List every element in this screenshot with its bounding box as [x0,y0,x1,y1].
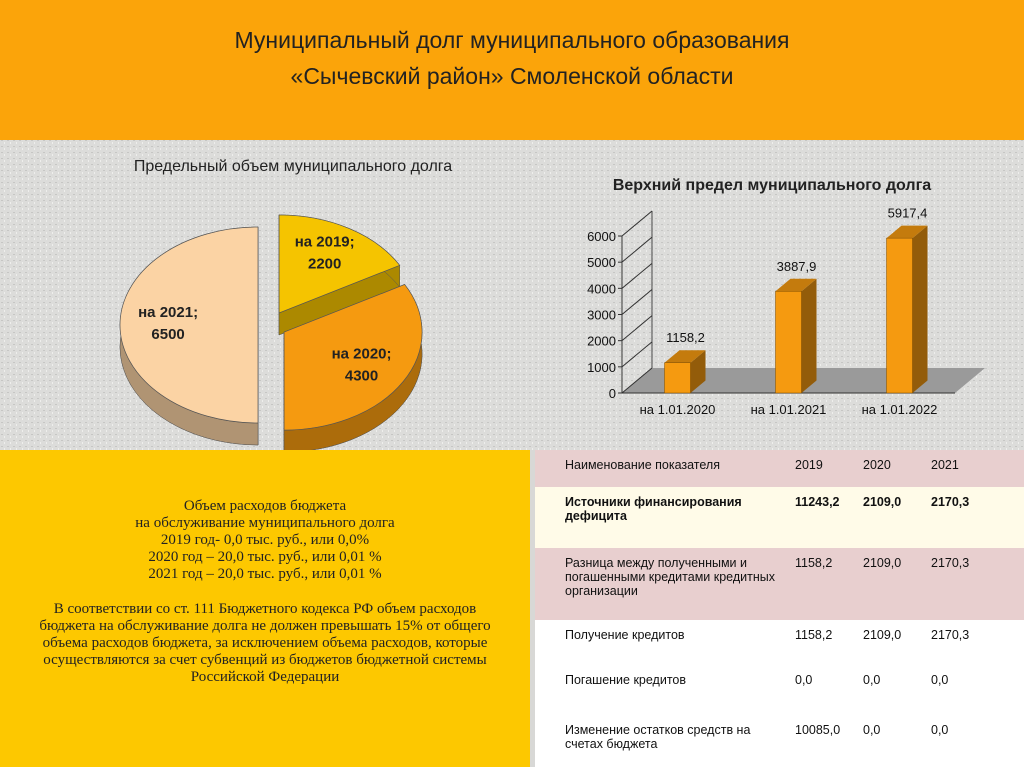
slice-value: 4300 [345,368,378,385]
table-cell: 1158,2 [795,628,833,642]
table-cell: 2020 [863,458,891,472]
table-cell: Источники финансирования дефицита [565,495,742,523]
x-tick-label: на 1.01.2020 [640,402,716,417]
bar [886,237,913,394]
slice-category: на 2019; [295,233,355,250]
slice-value: 6500 [151,326,184,343]
table-cell: 10085,0 [795,723,841,737]
y-tick-diag [621,367,653,394]
bar-side [912,225,928,393]
text-line: 2020 год – 20,0 тыс. руб., или 0,01 % [148,549,382,565]
table-cell: Наименование показателя [565,458,720,472]
bar-title: Верхний предел муниципального долга [613,177,931,194]
table: Наименование показателя 2019 2020 2021 Источ… [535,450,1024,767]
y-tick-label: 1000 [587,360,616,375]
slice-value: 2200 [308,255,341,272]
value-label: 5917,4 [888,206,928,221]
value-label: 3887,9 [777,259,817,274]
table-cell: Получение кредитов [565,628,685,642]
y-tick-diag [621,341,653,368]
bar-top [664,350,706,363]
value-label: 1158,2 [666,330,705,345]
title-line: Муниципальный долг муниципального образо… [234,27,790,53]
slice [119,226,259,424]
table-cell: 2019 [795,458,823,472]
table-row: Разница между полученными и погашенными … [535,548,1024,620]
y-tick-label: 0 [609,386,616,401]
table-cell: 2170,3 [931,628,970,642]
x-tick-label: на 1.01.2021 [751,402,827,417]
table-cell: 2109,0 [863,556,902,570]
slice [278,214,401,314]
text-line: на обслуживание муниципального долга [135,515,395,531]
table-cell: 2109,0 [863,495,902,509]
y-tick-diag [621,210,653,237]
table-cell: 0,0 [795,673,813,687]
budget-text: Объем расходов бюджета на обслуживание м… [0,450,530,767]
table-cell: 2170,3 [931,556,970,570]
header: Муниципальный долг муниципального образо… [0,0,1024,140]
y-tick-label: 6000 [587,229,616,244]
text-line: 2019 год- 0,0 тыс. руб., или 0,0% [160,532,370,548]
bar-side [690,350,706,393]
bar-top [775,278,817,292]
table-cell: 2021 [931,458,959,472]
y-tick-label: 2000 [587,334,616,349]
table-cell: 11243,2 [795,495,840,509]
table-row: Источники финансирования дефицита 11243,2… [535,487,1024,548]
y-tick-diag [621,315,653,342]
charts: Предельный объем муниципального долга Ве… [0,140,1024,450]
bar-top [886,225,928,239]
table-cell: Разница между полученными и погашенными … [565,556,775,598]
y-tick-label: 5000 [587,255,616,270]
table-cell: 2170,3 [931,495,970,509]
table-cell: 0,0 [931,673,949,687]
y-tick-label: 4000 [587,281,616,296]
table-cell: 0,0 [863,723,881,737]
x-tick-label: на 1.01.2022 [862,402,938,417]
table-row: Наименование показателя 2019 2020 2021 [535,450,1024,487]
text-line: Объем расходов бюджета [183,498,347,514]
y-tick-diag [621,236,653,263]
table-cell: 0,0 [931,723,949,737]
slice-category: на 2021; [138,304,198,321]
table-row: Погашение кредитов 0,0 0,0 0,0 [535,665,1024,715]
slice [283,284,423,431]
bar [664,362,691,394]
bar-side [801,278,817,393]
table-cell: 1158,2 [795,556,833,570]
bar [775,291,802,394]
y-tick-label: 3000 [587,308,616,323]
slice-category: на 2020; [332,346,392,363]
title-line: «Сычевский район» Смоленской области [290,63,734,89]
table-cell: Погашение кредитов [565,673,687,687]
table-cell: 0,0 [863,673,881,687]
y-tick-diag [621,262,653,289]
paragraph: В соответствии со ст. 111 Бюджетного код… [39,601,491,685]
table-cell: Изменение остатков средств на счетах бюд… [565,723,751,751]
y-tick-diag [621,289,653,315]
table-cell: 2109,0 [863,628,902,642]
pie-title: Предельный объем муниципального долга [134,158,452,175]
table-row: Получение кредитов 1158,2 2109,0 2170,3 [535,620,1024,665]
table-row: Изменение остатков средств на счетах бюд… [535,715,1024,767]
text-line: 2021 год – 20,0 тыс. руб., или 0,01 % [148,566,382,582]
